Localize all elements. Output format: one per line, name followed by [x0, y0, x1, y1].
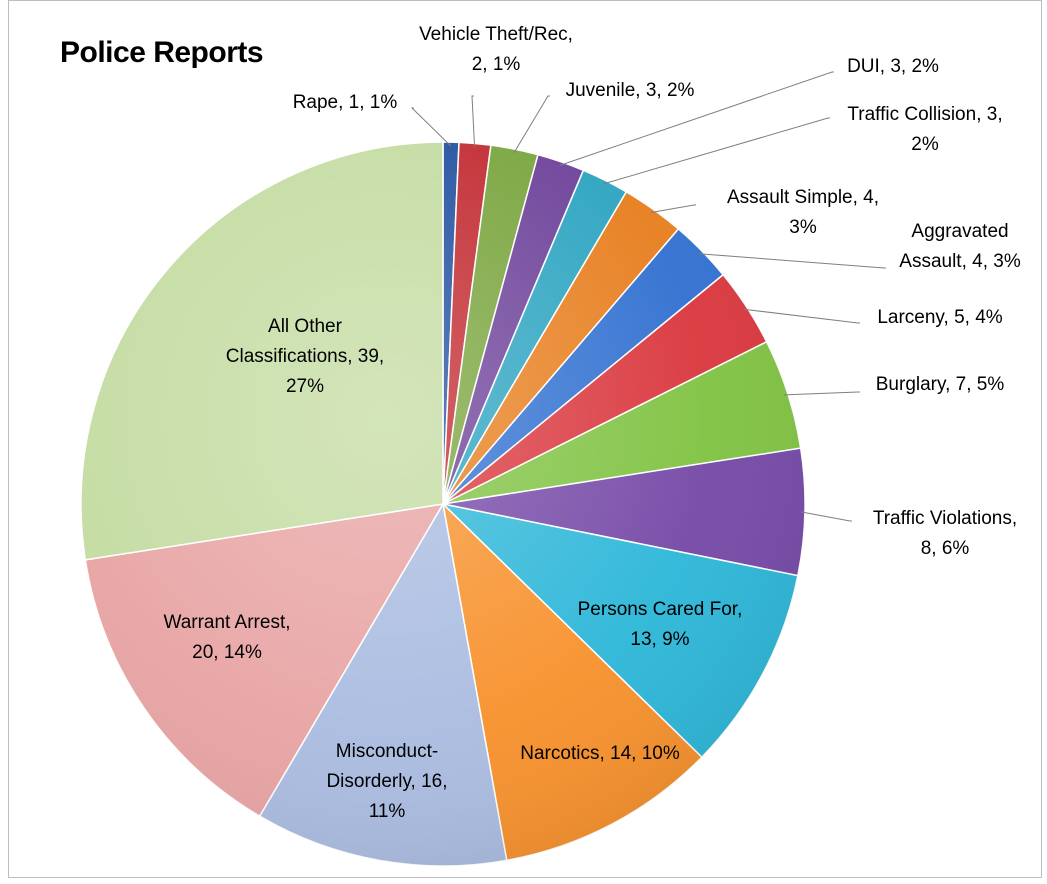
data-label-aggravated-assault: Aggravated Assault, 4, 3%: [899, 221, 1021, 272]
leader-line-juvenile: [513, 95, 550, 154]
data-label-narcotics: Narcotics, 14, 10%: [520, 743, 680, 764]
data-label-traffic-collision: Traffic Collision, 3, 2%: [847, 104, 1002, 155]
data-label-traffic-violations: Traffic Violations, 8, 6%: [873, 508, 1017, 559]
data-label-all-other-classifications: All Other Classifications, 39, 27%: [226, 316, 384, 397]
chart-title: Police Reports: [60, 36, 264, 69]
data-label-dui: DUI, 3, 2%: [847, 56, 939, 77]
data-label-burglary: Burglary, 7, 5%: [876, 374, 1005, 395]
data-label-misconduct-disorderly: Misconduct-Disorderly, 16, 11%: [326, 741, 447, 822]
leader-line-dui: [559, 71, 834, 166]
data-label-juvenile: Juvenile, 3, 2%: [566, 80, 695, 101]
data-label-rape: Rape, 1, 1%: [293, 92, 398, 113]
leader-line-traffic-violations: [800, 511, 852, 522]
leader-line-traffic-collision: [603, 117, 830, 185]
leader-line-vehicle-theft-rec: [471, 95, 476, 148]
data-label-assault-simple: Assault Simple, 4, 3%: [727, 187, 879, 238]
leader-line-aggravated-assault: [698, 253, 886, 269]
leader-line-larceny: [743, 308, 860, 324]
data-label-persons-cared-for: Persons Cared For, 13, 9%: [578, 599, 743, 650]
data-label-larceny: Larceny, 5, 4%: [877, 307, 1002, 328]
data-label-warrant-arrest: Warrant Arrest, 20, 14%: [163, 612, 290, 663]
leader-line-burglary: [783, 391, 860, 396]
data-label-vehicle-theft-rec: Vehicle Theft/Rec, 2, 1%: [419, 24, 573, 75]
leader-line-assault-simple: [650, 204, 696, 213]
leader-line-rape: [410, 107, 452, 147]
